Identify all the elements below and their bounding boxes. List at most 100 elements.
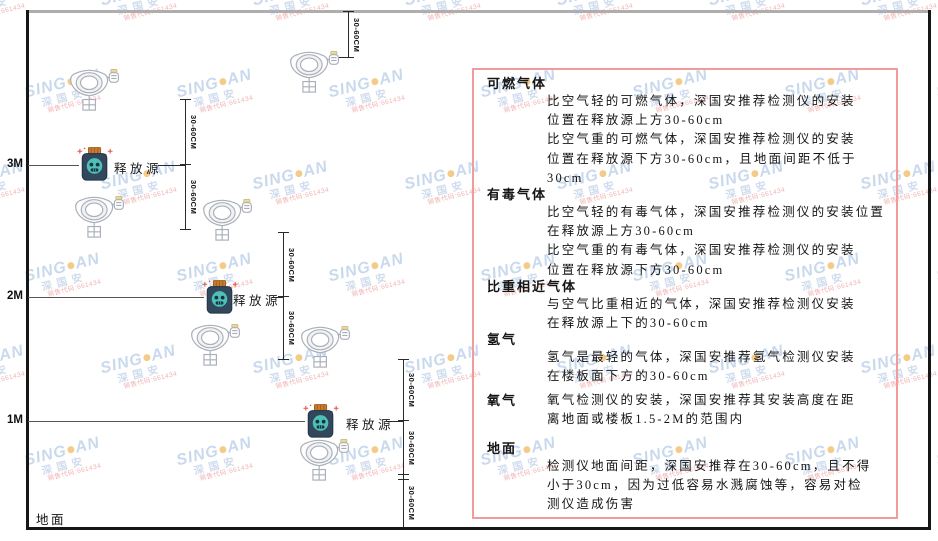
watermark-note: 销售代码:661434 <box>275 2 334 23</box>
watermark-note: 销售代码:661434 <box>46 278 102 299</box>
watermark-dot-icon <box>370 77 380 86</box>
watermark-company-name: 深国安 <box>192 455 241 478</box>
gas-detector-icon <box>187 321 241 367</box>
dimension-30-60cm-label: 30-60CM <box>407 430 416 466</box>
section-hydrogen: 氢气 氢气是最轻的气体，深国安推荐氢气检测仪安装 在楼板面下方的30-60cm <box>487 331 890 386</box>
section-similar-density-gas: 比重相近气体 与空气比重相近的气体，深国安推荐检测仪安装 在释放源上下的30-6… <box>487 278 890 333</box>
gas-detector-icon <box>286 48 340 94</box>
watermark-note: 销售代码:661434 <box>427 2 486 23</box>
watermark-dot-icon <box>902 353 912 362</box>
leader-line-3m <box>28 165 79 166</box>
section-heading: 地面 <box>487 441 518 457</box>
dimension-30-60cm-label: 30-60CM <box>287 311 296 346</box>
watermark-note: 销售代码:661434 <box>350 278 406 299</box>
dimension-tick <box>398 359 409 361</box>
watermark-dot-icon <box>446 353 456 362</box>
dimension-tick <box>398 420 409 422</box>
dimension-30-60cm-label: 30-60CM <box>407 486 416 521</box>
release-source-label: 释放源 <box>346 418 395 432</box>
watermark-dot-icon <box>66 261 76 270</box>
watermark-company-name: 深国安 <box>724 0 773 18</box>
watermark-note: 销售代码:661434 <box>731 2 790 23</box>
watermark-dot-icon <box>218 445 228 454</box>
watermark-dot-icon <box>218 261 228 270</box>
dimension-tick <box>278 359 289 361</box>
watermark-note: 销售代码:661434 <box>198 94 254 115</box>
watermark-company-name: 深国安 <box>268 179 317 202</box>
leader-line-1m <box>28 421 305 422</box>
section-paragraph: 比空气轻的可燃气体，深国安推荐检测仪的安装 位置在释放源上方30-60cm <box>547 94 856 128</box>
watermark-company-name: 深国安 <box>192 87 241 110</box>
right-wall-line <box>928 10 931 530</box>
dimension-connector <box>330 57 353 58</box>
section-oxygen: 氧气 氧气检测仪的安装，深国安推荐其安装高度在距 离地面或楼板1.5-2M的范围… <box>487 391 890 429</box>
dimension-tick <box>278 232 289 234</box>
height-label-1m: 1M <box>7 414 23 426</box>
dimension-tick <box>343 11 354 13</box>
watermark-note: 销售代码:661434 <box>198 462 254 483</box>
dimension-line <box>403 360 404 527</box>
watermark-dot-icon <box>142 353 152 362</box>
section-heading: 比重相近气体 <box>487 278 578 294</box>
leader-line-2m <box>28 297 204 298</box>
watermark-dot-icon <box>370 261 380 270</box>
section-paragraph: 比空气重的可燃气体，深国安推荐检测仪的安装 位置在释放源下方30-60cm，且地… <box>547 132 857 185</box>
watermark-note: 销售代码:661434 <box>123 2 182 23</box>
dimension-tick <box>278 296 289 298</box>
dimension-30-60cm-label: 30-60CM <box>189 180 198 215</box>
dimension-tick <box>398 474 409 476</box>
height-label-3m: 3M <box>7 158 23 170</box>
dimension-line <box>348 12 349 58</box>
dimension-tick <box>180 164 191 166</box>
watermark-note: 销售代码:661434 <box>274 186 330 207</box>
watermark-dot-icon <box>294 169 304 178</box>
section-heading: 可燃气体 <box>487 76 548 91</box>
dimension-connector <box>272 297 283 298</box>
gas-detector-icon <box>296 436 350 482</box>
dimension-30-60cm-label: 30-60CM <box>407 372 416 408</box>
dimension-30-60cm-label: 30-60CM <box>189 114 198 150</box>
watermark-note: 销售代码:661434 <box>579 2 638 23</box>
watermark-company-name: 深国安 <box>116 0 165 18</box>
watermark-company-name: 深国安 <box>344 271 393 294</box>
watermark-company-name: 深国安 <box>572 0 621 18</box>
release-source-bottle-icon <box>76 147 114 183</box>
section-heading: 氢气 <box>487 332 518 348</box>
dimension-tick <box>180 229 191 231</box>
section-paragraph: 氢气是最轻的气体，深国安推荐氢气检测仪安装 在楼板面下方的30-60cm <box>547 350 856 384</box>
watermark-company-name: 深国安 <box>420 0 469 18</box>
watermark-company-name: 深国安 <box>344 87 393 110</box>
ground-line <box>26 527 931 530</box>
watermark-company-name: 深国安 <box>0 179 13 202</box>
watermark-note: 销售代码:661434 <box>122 186 178 207</box>
watermark-company-name: 深国安 <box>0 363 13 386</box>
watermark-note: 销售代码:661434 <box>350 94 406 115</box>
dimension-tick <box>398 479 409 481</box>
gas-detector-icon <box>297 323 351 369</box>
